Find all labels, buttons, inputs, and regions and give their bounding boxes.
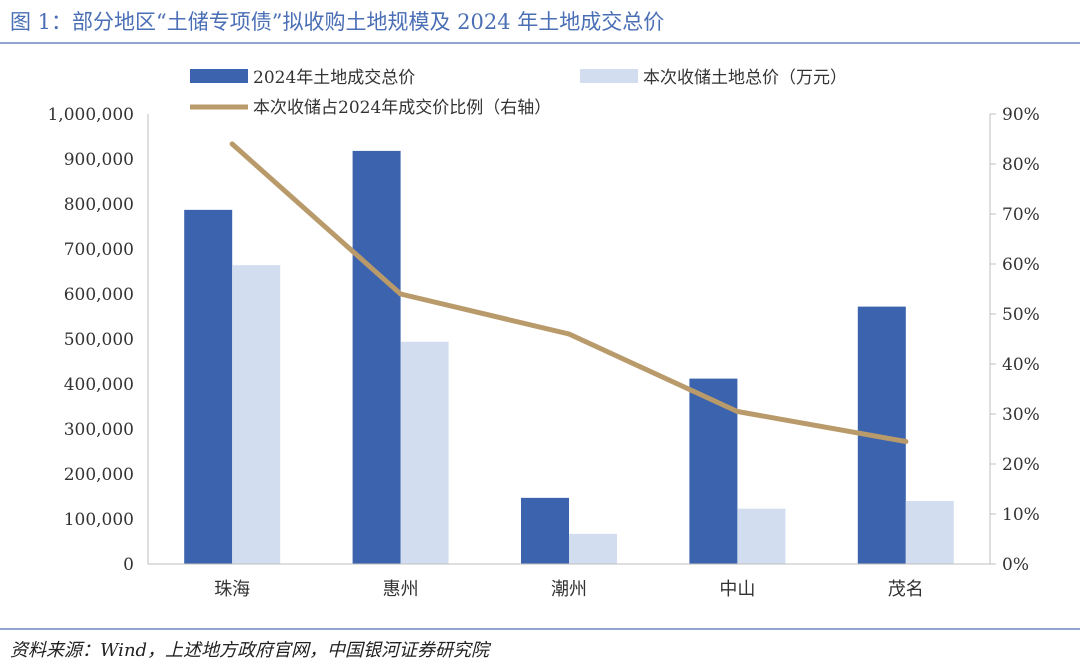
y-tick-label: 500,000 [64, 330, 134, 350]
bar-total [521, 497, 569, 564]
ratio-point [229, 141, 235, 147]
bar-acquire [737, 508, 786, 564]
y2-tick-label: 0% [1002, 555, 1029, 575]
bar-acquire [232, 265, 281, 564]
legend-swatch-acquire [580, 69, 638, 83]
ratio-line-path [229, 141, 909, 444]
left-axis: 0 100,000 200,000 300,000 400,000 500,000 600,… [47, 105, 149, 575]
y2-tick-label: 70% [1002, 205, 1040, 225]
ratio-point [734, 409, 740, 414]
page-title: 图 1：部分地区“土储专项债”拟收购土地规模及 2024 年土地成交总价 [10, 10, 665, 34]
ratio-point [903, 439, 909, 444]
y2-tick-label: 40% [1002, 355, 1040, 375]
y2-tick-label: 10% [1002, 505, 1040, 525]
y2-tick-label: 50% [1002, 305, 1040, 325]
y-tick-label: 200,000 [64, 465, 134, 485]
y-tick-label: 1,000,000 [47, 105, 134, 125]
footer-divider [0, 628, 1080, 630]
ratio-line [229, 141, 909, 444]
y-tick-label: 100,000 [64, 510, 134, 530]
y2-tick-label: 30% [1002, 405, 1040, 425]
bar-acquire [569, 533, 617, 564]
right-axis: 0% 10% 20% 30% 40% 50% 60% 70% 80% 90% [989, 105, 1040, 575]
bar-total [184, 209, 233, 564]
x-tick-label: 茂名 [888, 579, 924, 600]
x-tick-label: 中山 [719, 579, 755, 600]
x-tick-label: 惠州 [383, 579, 419, 600]
x-tick-label: 潮州 [551, 579, 587, 600]
bars [184, 150, 954, 564]
y-tick-label: 800,000 [64, 195, 134, 215]
y-tick-label: 400,000 [64, 375, 134, 395]
legend-label-total: 2024年土地成交总价 [253, 68, 415, 88]
y2-tick-label: 90% [1002, 105, 1040, 125]
y-tick-label: 700,000 [64, 240, 134, 260]
title-divider [0, 42, 1080, 44]
y-tick-label: 900,000 [64, 150, 134, 170]
legend-label-acquire: 本次收储土地总价（万元） [643, 68, 847, 88]
legend-label-ratio: 本次收储占2024年成交价比例（右轴） [253, 98, 551, 118]
bar-acquire [905, 501, 954, 564]
legend: 2024年土地成交总价 本次收储土地总价（万元） 本次收储占2024年成交价比例（右… [190, 68, 847, 118]
legend-swatch-total [190, 69, 248, 83]
x-axis: 珠海 惠州 潮州 中山 茂名 [148, 563, 990, 600]
source-note: 资料来源：Wind，上述地方政府官网，中国银河证券研究院 [10, 640, 490, 661]
y2-tick-label: 80% [1002, 155, 1040, 175]
y2-tick-label: 20% [1002, 455, 1040, 475]
y-tick-label: 600,000 [64, 285, 134, 305]
ratio-point [398, 291, 404, 297]
bar-acquire [400, 341, 449, 564]
x-tick-label: 珠海 [214, 579, 250, 600]
ratio-point [566, 331, 572, 337]
y-tick-label: 300,000 [64, 420, 134, 440]
bar-total [352, 150, 401, 564]
y2-tick-label: 60% [1002, 255, 1040, 275]
y-tick-label: 0 [123, 555, 134, 575]
chart: 2024年土地成交总价 本次收储土地总价（万元） 本次收储占2024年成交价比例（右… [47, 68, 1040, 600]
